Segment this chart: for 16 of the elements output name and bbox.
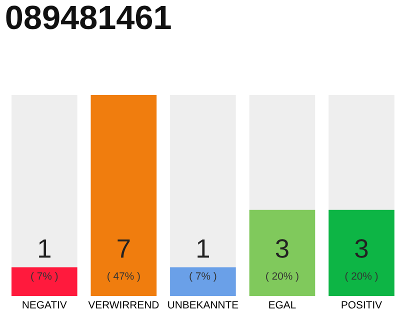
x-tick-label: VERWIRREND (88, 301, 159, 308)
annotation: ( 7% ) (190, 272, 216, 282)
data-label: 1 (39, 239, 50, 258)
data-label: 1 (198, 239, 209, 258)
annotation: ( 20% ) (345, 272, 378, 282)
chart-title: 089481461 (6, 6, 171, 30)
x-tick-label: EGAL (269, 301, 296, 309)
annotation: ( 20% ) (266, 272, 298, 282)
data-label: 3 (355, 239, 368, 258)
annotation: ( 7% ) (31, 272, 58, 282)
data-label: 3 (276, 239, 288, 258)
x-tick-label: NEGATIV (22, 301, 67, 309)
annotation: ( 47% ) (108, 272, 140, 282)
x-tick-label: UNBEKANNTE (168, 301, 238, 309)
x-tick-label: POSITIV (342, 301, 382, 309)
data-label: 7 (118, 239, 130, 258)
